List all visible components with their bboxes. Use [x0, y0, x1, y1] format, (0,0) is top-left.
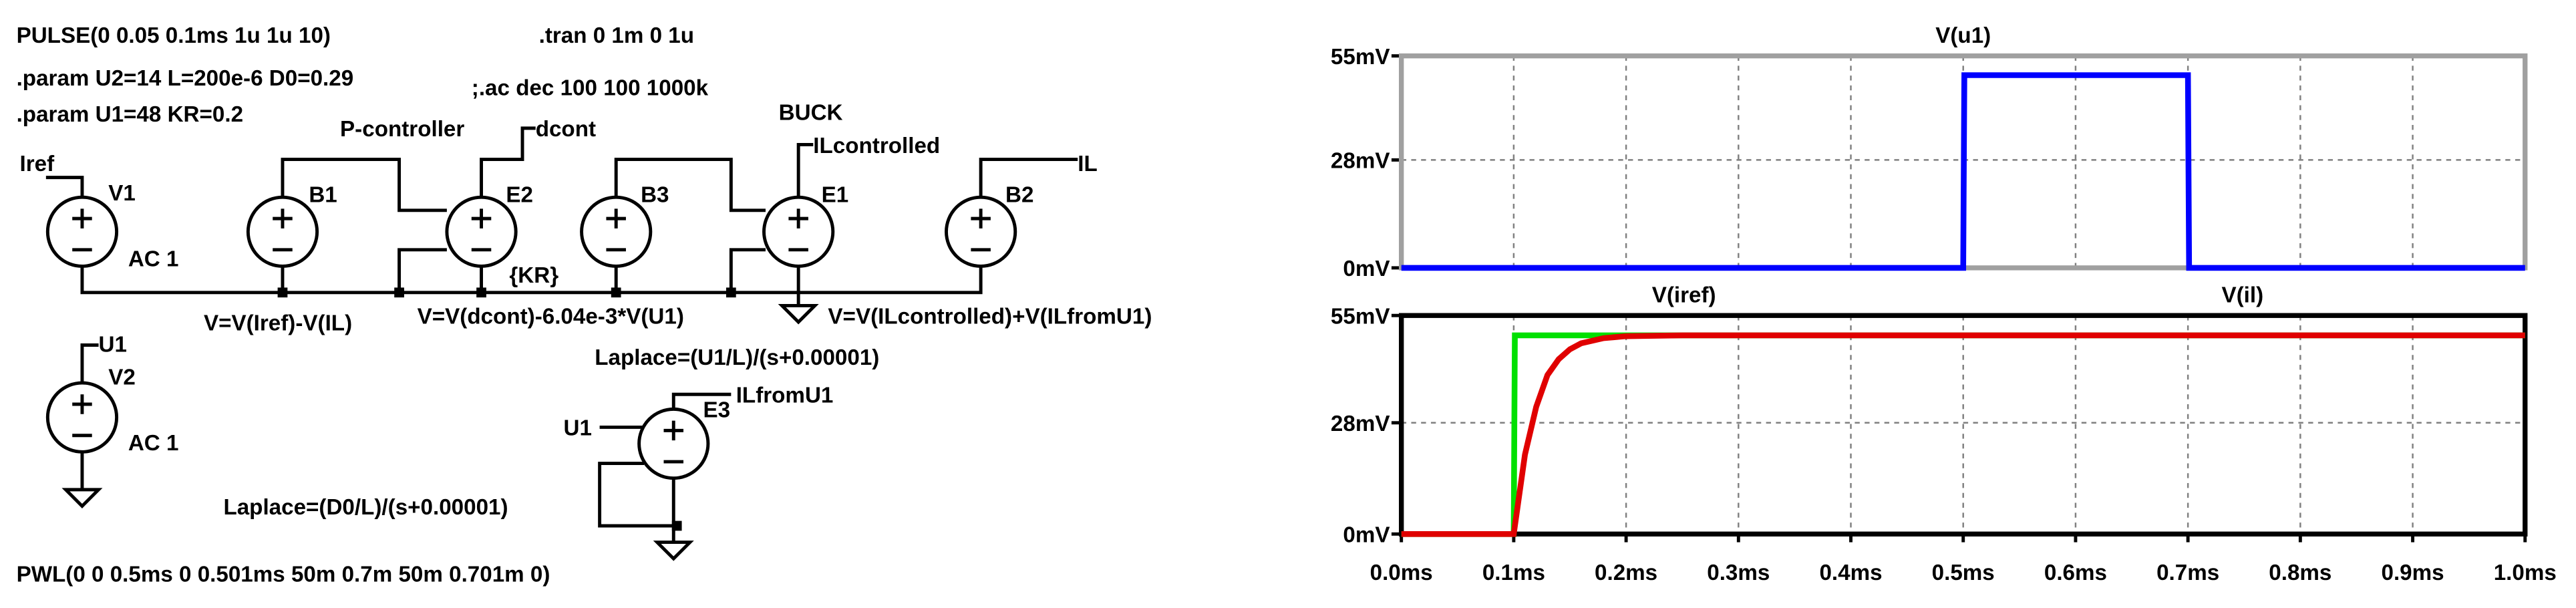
x-tick-label: 0.3ms: [1707, 561, 1770, 585]
x-tick-label: 0.2ms: [1595, 561, 1657, 585]
plot-frame: [1398, 313, 2528, 537]
component-name: V1: [108, 181, 136, 206]
y-tick-label: 0mV: [1343, 257, 1390, 281]
x-tick-label: 0.1ms: [1482, 561, 1545, 585]
component-value: Laplace=(D0/L)/(s+0.00001): [223, 495, 508, 520]
component-name: E3: [703, 398, 731, 423]
y-tick-label: 28mV: [1331, 412, 1390, 436]
x-tick-label: 0.5ms: [1932, 561, 1995, 585]
schematic: PULSE(0 0.05 0.1ms 1u 1u 10) .param U2=1…: [17, 23, 1152, 587]
component-name: V2: [108, 365, 136, 390]
component-name: E2: [506, 183, 533, 208]
directive: PULSE(0 0.05 0.1ms 1u 1u 10): [17, 23, 331, 48]
ground: [61, 304, 819, 561]
component-value: AC 1: [128, 431, 179, 456]
component-name: E1: [822, 183, 849, 208]
directive: .param U2=14 L=200e-6 D0=0.29: [17, 66, 354, 91]
label: P-controller: [340, 117, 464, 142]
component-name: B2: [1005, 183, 1033, 208]
component-value: V=V(ILcontrolled)+V(ILfromU1): [828, 305, 1152, 329]
component-name: B1: [309, 183, 337, 208]
net-label: Iref: [20, 152, 55, 176]
component-value: Laplace=(U1/L)/(s+0.00001): [595, 345, 879, 370]
y-tick-label: 55mV: [1331, 305, 1390, 329]
y-tick-label: 28mV: [1331, 149, 1390, 174]
legend-entry: V(il): [2221, 283, 2263, 308]
junctions: [277, 287, 736, 531]
net-label: U1: [99, 332, 127, 357]
legend-entry: V(u1): [1935, 23, 1991, 48]
wire: [45, 126, 1078, 543]
y-tick-label: 0mV: [1343, 523, 1390, 548]
directive: PWL(0 0 0.5ms 0 0.501ms 50m 0.7m 50m 0.7…: [17, 563, 550, 587]
directive: .param U1=48 KR=0.2: [17, 102, 243, 127]
component-value: {KR}: [509, 263, 558, 288]
sources: [45, 195, 1017, 480]
component-name: B3: [641, 183, 669, 208]
directive: .tran 0 1m 0 1u: [539, 23, 694, 48]
x-tick-label: 0.8ms: [2269, 561, 2331, 585]
component-value: AC 1: [128, 247, 179, 271]
legend-entry: V(iref): [1652, 283, 1716, 308]
series-line: [1401, 72, 2525, 271]
net-label: U1: [564, 416, 592, 441]
label: BUCK: [779, 101, 843, 126]
x-tick-label: 0.7ms: [2156, 561, 2219, 585]
x-tick-label: 0.9ms: [2382, 561, 2444, 585]
x-tick-label: 0.4ms: [1819, 561, 1882, 585]
series-line: [1401, 332, 2525, 537]
x-tick-label: 0.0ms: [1370, 561, 1433, 585]
schematic-labels: PULSE(0 0.05 0.1ms 1u 1u 10) .param U2=1…: [17, 23, 1152, 587]
net-label: IL: [1078, 152, 1098, 176]
net-label: dcont: [536, 117, 596, 142]
net-label: ILfromU1: [736, 384, 834, 408]
component-value: V=V(dcont)-6.04e-3*V(U1): [418, 305, 684, 329]
directive: ;.ac dec 100 100 1000k: [472, 76, 709, 101]
x-tick-label: 1.0ms: [2494, 561, 2557, 585]
component-value: V=V(Iref)-V(IL): [204, 311, 352, 335]
net-label: ILcontrolled: [813, 134, 940, 158]
y-tick-label: 55mV: [1331, 45, 1390, 69]
x-tick-label: 0.6ms: [2044, 561, 2107, 585]
